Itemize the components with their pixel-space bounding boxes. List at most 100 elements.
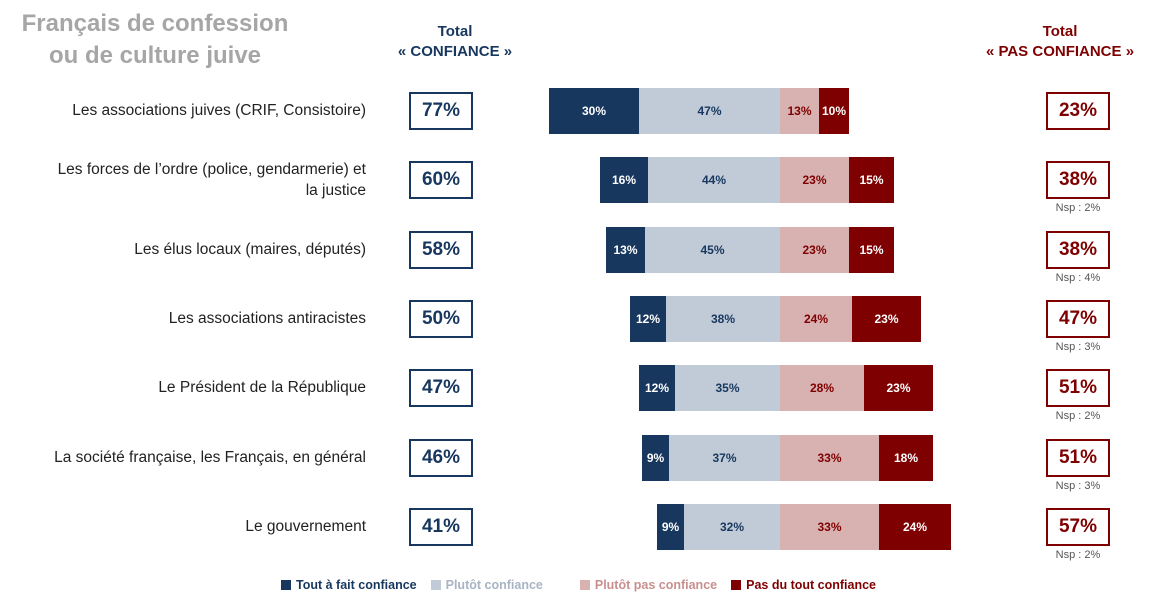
legend-swatch (579, 580, 590, 590)
seg-tout-a-fait: 9% (642, 434, 669, 481)
bar-value-label: 24% (902, 519, 928, 534)
seg-plutot: 47% (639, 88, 780, 134)
nsp-label: Nsp : 4% (1055, 271, 1101, 284)
bar-value-label: 13% (613, 242, 638, 257)
legend-label: Plutôt pas confiance (594, 578, 718, 592)
seg-plutot: 32% (684, 503, 780, 550)
category-label: La société française, les Français, en g… (54, 448, 366, 466)
bar-value-label: 13% (787, 104, 812, 118)
bar-value-label: 18% (893, 450, 919, 465)
seg-plutot: 35% (675, 365, 780, 412)
seg-plutot: 37% (669, 434, 780, 481)
bar-value-label: 38% (710, 311, 736, 326)
seg-plutot: 44% (648, 157, 780, 204)
total-pas-confiance-value: 51% (1046, 438, 1110, 477)
category-label: Les forces de l’ordre (police, gendarmer… (57, 161, 366, 200)
seg-pas-du-tout: 15% (849, 226, 894, 273)
bar-value-label: 16% (611, 173, 637, 188)
header-pas-line-2: « PAS CONFIANCE » (985, 43, 1135, 60)
total-pas-confiance-value: 38% (1046, 230, 1110, 269)
legend-swatch (731, 580, 742, 590)
total-confiance-value: 41% (409, 507, 473, 546)
category-label: Les associations juives (CRIF, Consistoi… (72, 102, 366, 119)
seg-plutot-pas: 23% (780, 226, 849, 273)
total-confiance-value: 60% (409, 161, 473, 200)
legend: Tout à fait confiance Plutôt confiance P… (0, 578, 1157, 592)
bar-value-label: 47% (697, 104, 722, 118)
total-pas-confiance-value: 47% (1046, 299, 1110, 338)
bar-value-label: 23% (802, 242, 827, 257)
bar-value-label: 15% (859, 242, 884, 257)
seg-plutot: 45% (645, 226, 780, 273)
seg-tout-a-fait: 16% (600, 157, 648, 204)
legend-item-tout-a-fait: Tout à fait confiance (281, 578, 417, 592)
bar-value-label: 23% (886, 381, 911, 396)
bar-value-label: 12% (635, 311, 661, 326)
nsp-label: Nsp : 3% (1055, 479, 1101, 492)
nsp-label: Nsp : 3% (1055, 340, 1101, 353)
legend-item-pas-du-tout: Pas du tout confiance (731, 578, 876, 592)
nsp-label: Nsp : 2% (1055, 202, 1101, 215)
category-label: Les associations antiracistes (168, 309, 366, 327)
bar-value-label: 23% (802, 173, 827, 188)
header-total-confiance: Total « CONFIANCE » (370, 22, 540, 62)
total-pas-confiance-value: 23% (1046, 92, 1110, 130)
legend-label: Tout à fait confiance (296, 578, 417, 592)
bar-value-label: 33% (817, 519, 842, 534)
total-confiance-value: 46% (409, 438, 473, 477)
category-label: Le Président de la République (158, 379, 366, 397)
seg-tout-a-fait: 30% (549, 88, 639, 134)
bar-value-label: 35% (715, 381, 740, 396)
seg-pas-du-tout: 23% (852, 295, 921, 342)
header-pas-line-1: Total (1042, 23, 1078, 40)
seg-pas-du-tout: 15% (849, 157, 894, 204)
total-pas-confiance-value: 57% (1046, 507, 1110, 546)
header-confiance-line-2: « CONFIANCE » (397, 43, 513, 60)
bar-value-label: 28% (809, 381, 835, 396)
bar-value-label: 10% (821, 104, 847, 118)
total-pas-confiance-value: 38% (1046, 161, 1110, 200)
seg-plutot-pas: 13% (780, 88, 819, 134)
title-line-1: Français de confession (21, 10, 289, 37)
bar-value-label: 23% (874, 311, 899, 326)
seg-plutot-pas: 24% (780, 295, 852, 342)
total-confiance-value: 50% (409, 299, 473, 338)
chart-title: Français de confession ou de culture jui… (0, 8, 310, 72)
seg-tout-a-fait: 12% (630, 295, 666, 342)
legend-item-plutot-pas: Plutôt pas confiance (579, 578, 718, 592)
bar-value-label: 33% (817, 450, 842, 465)
total-confiance-value: 47% (409, 369, 473, 408)
legend-swatch (430, 580, 441, 590)
nsp-label: Nsp : 2% (1055, 410, 1101, 423)
bar-value-label: 44% (701, 173, 727, 188)
header-confiance-line-1: Total (437, 23, 473, 40)
legend-label: Pas du tout confiance (746, 578, 876, 592)
header-total-pas-confiance: Total « PAS CONFIANCE » (970, 22, 1150, 62)
category-label: Les élus locaux (maires, députés) (134, 240, 366, 258)
legend-item-plutot: Plutôt confiance (430, 578, 543, 592)
bar-value-label: 45% (700, 242, 725, 257)
seg-plutot: 38% (666, 295, 780, 342)
title-line-2: ou de culture juive (48, 42, 262, 69)
seg-plutot-pas: 33% (780, 434, 879, 481)
seg-pas-du-tout: 23% (864, 365, 933, 412)
seg-pas-du-tout: 18% (879, 434, 933, 481)
bar-value-label: 30% (581, 104, 607, 118)
nsp-label: Nsp : 2% (1055, 548, 1101, 561)
bar-value-label: 12% (644, 381, 670, 396)
total-confiance-value: 77% (409, 92, 473, 130)
bar-value-label: 15% (859, 173, 884, 188)
legend-label: Plutôt confiance (445, 578, 543, 592)
seg-tout-a-fait: 12% (639, 365, 675, 412)
total-pas-confiance-value: 51% (1046, 369, 1110, 408)
bar-value-label: 9% (661, 519, 680, 534)
seg-plutot-pas: 23% (780, 157, 849, 204)
seg-pas-du-tout: 10% (819, 88, 849, 134)
seg-tout-a-fait: 9% (657, 503, 684, 550)
seg-plutot-pas: 28% (780, 365, 864, 412)
bar-value-label: 32% (719, 519, 745, 534)
seg-pas-du-tout: 24% (879, 503, 951, 550)
total-confiance-value: 58% (409, 230, 473, 269)
category-label: Le gouvernement (245, 517, 366, 535)
bar-value-label: 9% (646, 450, 665, 465)
